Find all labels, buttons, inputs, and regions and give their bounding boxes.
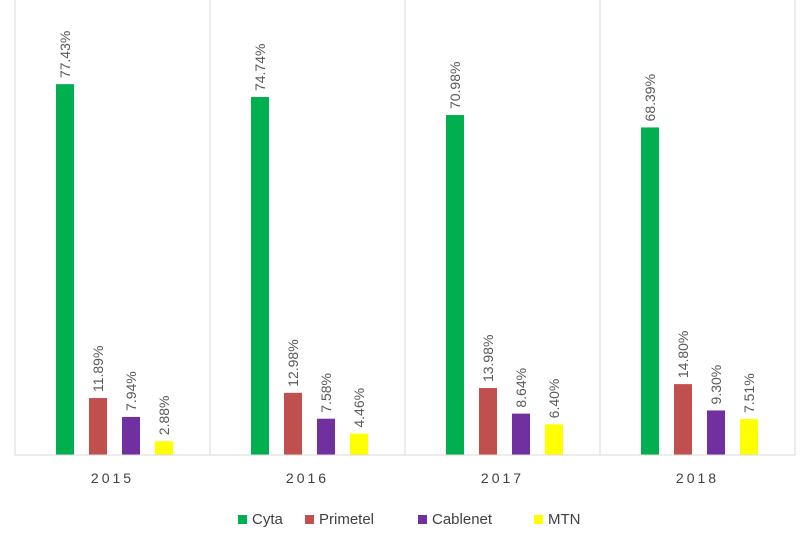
bar-mtn-2017: [545, 424, 563, 455]
value-label-mtn-2016: 4.46%: [351, 388, 367, 428]
value-labels-layer: 77.43% 11.89% 7.94% 2.88% 74.74% 12.98% 7.58% 4…: [57, 31, 757, 436]
bar-cablenet-2015: [122, 416, 140, 455]
value-label-mtn-2017: 6.40%: [546, 379, 562, 419]
category-label-2017: 2017: [481, 470, 524, 486]
category-dividers: [14, 0, 796, 455]
bar-primetel-2017: [479, 388, 497, 455]
legend-swatch-cablenet: [418, 515, 427, 524]
bar-mtn-2016: [350, 433, 368, 455]
legend-swatch-cyta: [238, 515, 247, 524]
value-label-primetel-2015: 11.89%: [90, 346, 106, 392]
bar-mtn-2018: [740, 419, 758, 455]
legend-swatch-mtn: [534, 515, 543, 524]
bar-cablenet-2017: [512, 413, 530, 455]
value-label-cablenet-2018: 9.30%: [708, 365, 724, 405]
bar-primetel-2016: [284, 392, 302, 455]
value-label-primetel-2018: 14.80%: [675, 331, 691, 378]
value-label-cablenet-2016: 7.58%: [318, 373, 334, 413]
legend-swatch-primetel: [305, 515, 314, 524]
legend-label-cyta: Cyta: [252, 511, 284, 528]
value-label-cyta-2017: 70.98%: [447, 62, 463, 109]
category-label-2018: 2018: [676, 470, 719, 486]
value-label-mtn-2015: 2.88%: [156, 396, 172, 436]
bar-cyta-2018: [641, 127, 659, 456]
value-label-cablenet-2015: 7.94%: [123, 371, 139, 411]
bar-primetel-2018: [674, 384, 692, 455]
legend-label-primetel: Primetel: [319, 511, 374, 528]
bar-cyta-2016: [251, 97, 269, 456]
legend-label-mtn: MTN: [548, 511, 581, 528]
value-label-primetel-2017: 13.98%: [480, 335, 496, 382]
value-label-cyta-2015: 77.43%: [57, 31, 73, 78]
value-label-cyta-2016: 74.74%: [252, 44, 268, 91]
category-label-2016: 2016: [286, 470, 329, 486]
bar-cablenet-2016: [317, 418, 335, 455]
bars-layer: [56, 84, 758, 456]
value-label-cablenet-2017: 8.64%: [513, 368, 529, 408]
bar-primetel-2015: [89, 398, 107, 455]
legend-label-cablenet: Cablenet: [432, 511, 493, 528]
bar-cablenet-2018: [707, 410, 725, 455]
value-label-primetel-2016: 12.98%: [285, 339, 301, 386]
bar-cyta-2017: [446, 115, 464, 456]
bar-mtn-2015: [155, 441, 173, 455]
category-label-2015: 2015: [91, 470, 134, 486]
bar-cyta-2015: [56, 84, 74, 455]
value-label-cyta-2018: 68.39%: [642, 74, 658, 121]
legend: Cyta Primetel Cablenet MTN: [238, 511, 581, 528]
category-labels-layer: 2015 2016 2017 2018: [91, 470, 719, 486]
value-label-mtn-2018: 7.51%: [741, 373, 757, 413]
